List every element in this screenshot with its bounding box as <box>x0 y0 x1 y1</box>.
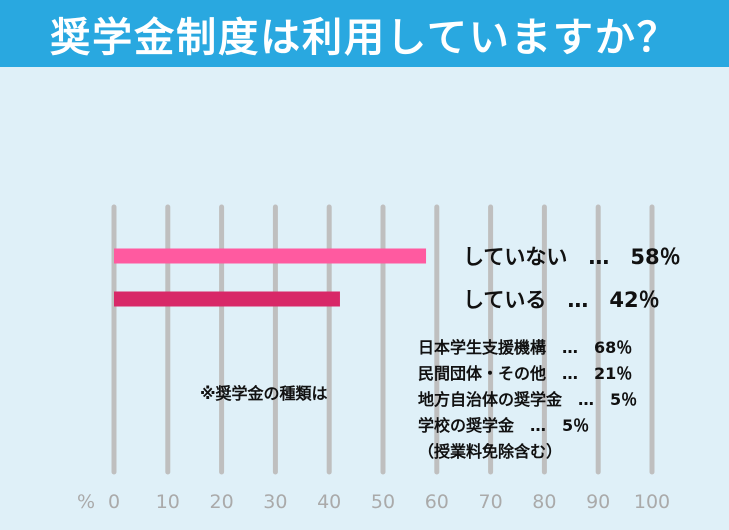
unit-label: % <box>77 491 95 513</box>
chart-title: 奨学金制度は利用していますか？ <box>50 14 679 61</box>
x-tick-label: 100 <box>634 491 670 513</box>
bars <box>114 248 427 307</box>
x-tick-label: 60 <box>425 491 449 513</box>
bar-label: していない … 58％ <box>463 245 681 269</box>
note-item: 地方自治体の奨学金 … 5％ <box>418 390 637 409</box>
x-tick-label: 0 <box>108 491 120 513</box>
x-tick-label: 10 <box>156 491 180 513</box>
x-tick-label: 90 <box>586 491 610 513</box>
x-tick-label: 30 <box>263 491 287 513</box>
x-tick-labels: % 0 10 20 30 40 50 60 70 80 90 100 <box>77 491 670 513</box>
x-tick-label: 20 <box>210 491 234 513</box>
x-tick-label: 70 <box>479 491 503 513</box>
note-item: （授業料免除含む） <box>418 442 562 461</box>
x-tick-label: 50 <box>371 491 395 513</box>
note-item: 学校の奨学金 … 5％ <box>418 416 589 435</box>
bar <box>114 248 427 264</box>
title-bar: 奨学金制度は利用していますか？ <box>0 0 729 67</box>
bar <box>114 291 340 307</box>
bar-label: している … 42％ <box>463 288 660 312</box>
note-title: ※奨学金の種類は <box>200 384 328 403</box>
x-tick-label: 40 <box>317 491 341 513</box>
note-item: 日本学生支援機構 … 68％ <box>418 338 632 357</box>
note-item: 民間団体・その他 … 21％ <box>418 364 632 383</box>
x-tick-label: 80 <box>532 491 556 513</box>
bar-labels: していない … 58％ している … 42％ <box>463 245 681 312</box>
scholarship-type-note: ※奨学金の種類は 日本学生支援機構 … 68％ 民間団体・その他 … 21％ 地方自… <box>200 338 637 461</box>
